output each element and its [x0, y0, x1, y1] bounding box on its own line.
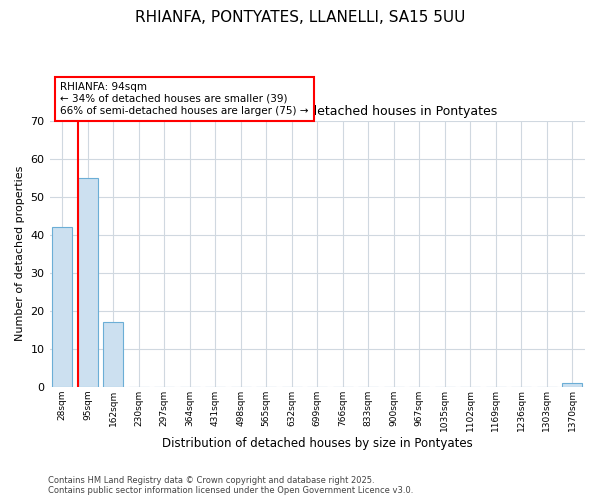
Title: Size of property relative to detached houses in Pontyates: Size of property relative to detached ho…: [137, 106, 497, 118]
Bar: [103, 322, 124, 386]
Text: RHIANFA, PONTYATES, LLANELLI, SA15 5UU: RHIANFA, PONTYATES, LLANELLI, SA15 5UU: [135, 10, 465, 25]
X-axis label: Distribution of detached houses by size in Pontyates: Distribution of detached houses by size …: [162, 437, 473, 450]
Text: RHIANFA: 94sqm
← 34% of detached houses are smaller (39)
66% of semi-detached ho: RHIANFA: 94sqm ← 34% of detached houses …: [60, 82, 309, 116]
Y-axis label: Number of detached properties: Number of detached properties: [15, 166, 25, 342]
Bar: [77, 178, 98, 386]
Bar: [52, 227, 73, 386]
Bar: [562, 382, 583, 386]
Text: Contains HM Land Registry data © Crown copyright and database right 2025.
Contai: Contains HM Land Registry data © Crown c…: [48, 476, 413, 495]
